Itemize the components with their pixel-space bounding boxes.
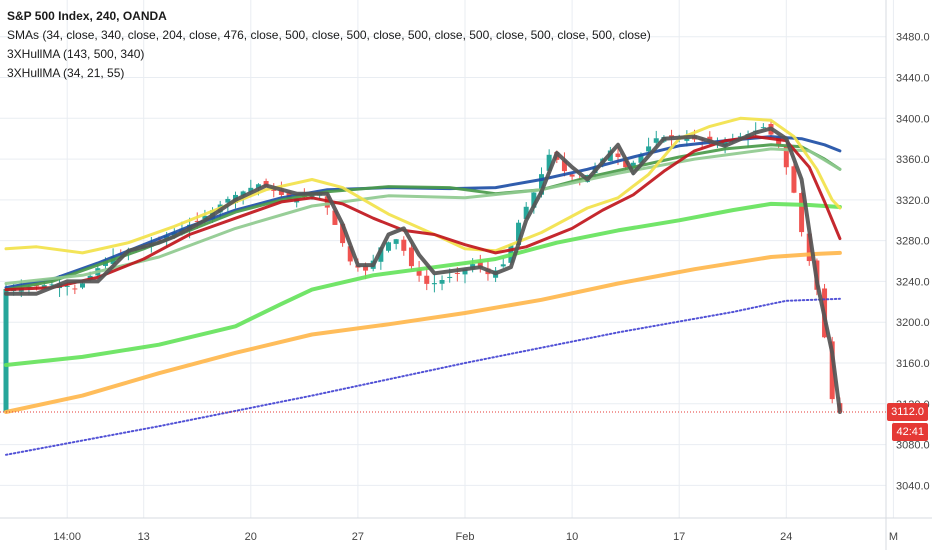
candle-body [386, 242, 391, 251]
candle-body [248, 187, 254, 192]
y-tick-label: 3280.0 [896, 236, 930, 248]
y-tick-label: 3480.0 [896, 32, 930, 44]
candle-body [34, 285, 40, 287]
series-hullma-340-red [4, 135, 842, 292]
candle-body [791, 166, 797, 193]
y-tick-label: 3160.0 [896, 358, 930, 370]
x-tick-label: 17 [673, 531, 685, 543]
candle-body [439, 280, 445, 284]
x-tick-label: M [889, 531, 898, 543]
candle-body [401, 239, 407, 251]
candle-body [516, 222, 522, 245]
candle-body [393, 239, 399, 244]
candle-body [447, 276, 453, 278]
y-tick-label: 3440.0 [896, 72, 930, 84]
candle-body [332, 210, 338, 225]
legend-study-smas[interactable]: SMAs (34, close, 340, close, 204, close,… [7, 28, 651, 42]
x-tick-label: 24 [780, 531, 792, 543]
candle-body [546, 154, 552, 171]
candle-body [202, 215, 208, 219]
candle-body [531, 192, 537, 208]
candle-body [653, 138, 659, 143]
candle-body [569, 174, 575, 177]
x-tick-label: 14:00 [53, 531, 81, 543]
candle-body [3, 288, 9, 413]
x-tick-label: 10 [566, 531, 578, 543]
candle-body [722, 140, 728, 146]
candle-body [500, 264, 506, 267]
x-tick-label: 27 [352, 531, 364, 543]
candle-body [646, 146, 652, 152]
series-hullma-500-light-green [4, 147, 842, 285]
legend-study-hullma-short[interactable]: 3XHullMA (34, 21, 55) [7, 66, 125, 80]
y-tick-label: 3400.0 [896, 113, 930, 125]
candle-body [408, 247, 414, 267]
candle-body [539, 174, 544, 195]
candle-body [340, 223, 346, 244]
series-sma-476-orange [4, 250, 842, 414]
y-tick-label: 3040.0 [896, 480, 930, 492]
candle-body [225, 198, 231, 203]
candle-body [72, 288, 78, 290]
candle-body [240, 191, 246, 196]
candle-body [454, 272, 460, 274]
legend-symbol-title[interactable]: S&P 500 Index, 240, OANDA [7, 9, 167, 23]
candle-body [684, 138, 690, 141]
candle-body [477, 262, 483, 268]
bar-countdown-badge: 42:41 [892, 422, 928, 441]
candle-body [638, 154, 644, 163]
candle-body [64, 285, 70, 287]
series-hullma-34-dark [4, 126, 842, 414]
x-tick-label: 20 [245, 531, 257, 543]
candle-body [829, 341, 835, 400]
y-tick-label: 3200.0 [896, 317, 930, 329]
candle-body [806, 233, 812, 262]
chart-legend: S&P 500 Index, 240, OANDA SMAs (34, clos… [7, 7, 651, 83]
x-tick-label: 13 [138, 531, 150, 543]
candle-body [271, 189, 277, 191]
y-tick-label: 3080.0 [896, 440, 930, 452]
y-tick-label: 3320.0 [896, 195, 930, 207]
series-sma-500-blue-dots [5, 297, 841, 456]
candle-body [462, 269, 468, 275]
candle-body [255, 184, 261, 189]
y-tick-label: 3240.0 [896, 276, 930, 288]
candle-body [171, 232, 177, 237]
candle-body [760, 127, 766, 129]
candle-body [424, 275, 430, 284]
series-sma-340-light-green [4, 201, 842, 367]
candle-body [363, 265, 369, 271]
candle-body [431, 283, 437, 285]
candle-body [799, 193, 805, 233]
last-price-badge: 3112.0 [887, 402, 928, 421]
candle-body [378, 247, 384, 262]
x-tick-label: Feb [456, 531, 475, 543]
candle-body [783, 146, 789, 168]
candle-body [80, 283, 85, 288]
candle-body [523, 206, 529, 219]
candle-body [347, 246, 353, 262]
candle-body [630, 162, 636, 169]
series-sma-34-yellow [4, 116, 842, 255]
candle-body [416, 269, 422, 276]
candle-body [278, 189, 284, 195]
y-tick-label: 3360.0 [896, 154, 930, 166]
candle-body [623, 160, 629, 168]
legend-study-hullma-long[interactable]: 3XHullMA (143, 500, 340) [7, 47, 145, 61]
candle-body [49, 284, 55, 286]
candle-body [615, 153, 621, 158]
candle-body [194, 220, 200, 222]
candle-body [561, 160, 567, 172]
